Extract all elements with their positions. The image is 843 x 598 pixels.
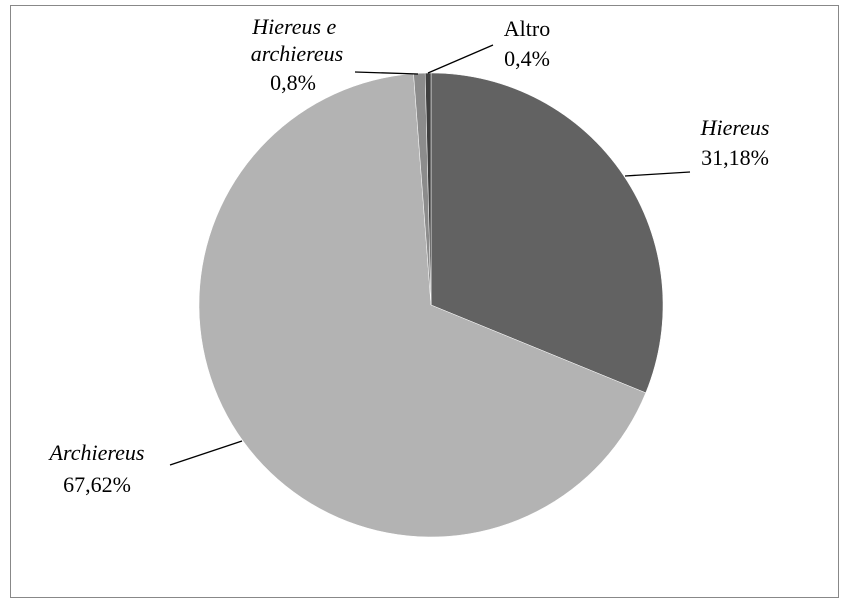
value-label: 0,8%: [270, 70, 316, 95]
slice-label: Hiereus e archiereus: [251, 14, 343, 66]
slice-label: Archiereus: [48, 440, 145, 465]
value-label: 31,18%: [701, 145, 769, 170]
pie-slice: [198, 73, 647, 538]
leader-line: [624, 171, 691, 177]
pie-slice: [430, 72, 664, 394]
leader-line: [427, 44, 494, 74]
slice-label: Altro: [504, 16, 550, 41]
leader-line: [354, 71, 419, 75]
value-label: 67,62%: [63, 472, 131, 497]
slice-label: Hiereus: [700, 115, 770, 140]
value-label: 0,4%: [504, 46, 550, 71]
leader-line: [169, 440, 243, 466]
